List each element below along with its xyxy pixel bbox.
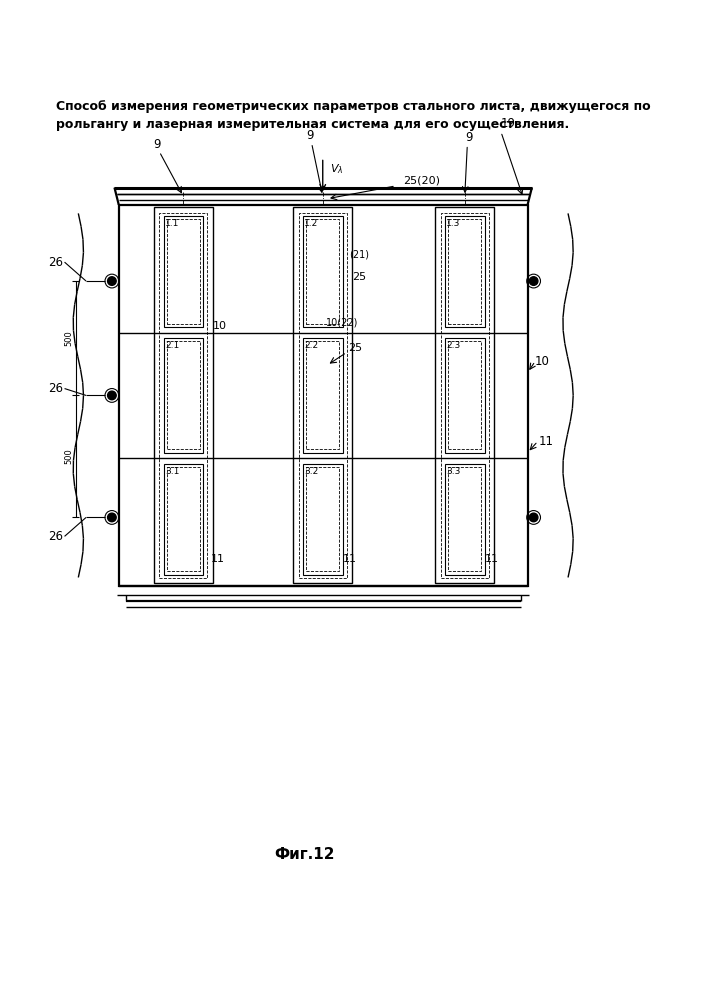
Bar — [306, 341, 339, 449]
Text: 10: 10 — [534, 355, 549, 368]
Bar — [163, 338, 203, 453]
Circle shape — [530, 277, 538, 285]
Bar — [303, 338, 342, 453]
Bar — [119, 205, 527, 586]
Bar — [303, 216, 342, 327]
Bar — [306, 219, 339, 324]
Text: (21): (21) — [349, 249, 369, 259]
Text: 11: 11 — [485, 554, 499, 564]
Text: 9: 9 — [153, 138, 161, 151]
Circle shape — [107, 391, 116, 400]
Bar — [448, 341, 481, 449]
Text: $V_{\lambda}$: $V_{\lambda}$ — [330, 162, 343, 176]
Text: 3.1: 3.1 — [165, 467, 180, 476]
Bar — [436, 207, 494, 583]
Text: 1.1: 1.1 — [165, 219, 180, 228]
Text: 11: 11 — [539, 435, 554, 448]
Text: 10(22): 10(22) — [325, 317, 358, 327]
Text: Способ измерения геометрических параметров стального листа, движущегося по
рольг: Способ измерения геометрических параметр… — [56, 100, 650, 131]
Text: 9: 9 — [465, 131, 473, 144]
Bar — [448, 467, 481, 571]
Text: 2.1: 2.1 — [165, 341, 180, 350]
Bar — [293, 207, 352, 583]
Text: 11: 11 — [344, 554, 357, 564]
Bar — [445, 338, 484, 453]
Bar — [167, 219, 199, 324]
Text: 2.3: 2.3 — [446, 341, 461, 350]
Bar — [163, 464, 203, 575]
Text: 19: 19 — [501, 117, 515, 130]
Bar — [440, 213, 489, 578]
Text: 500: 500 — [64, 330, 74, 346]
Text: 26: 26 — [49, 530, 64, 543]
Text: 11: 11 — [211, 554, 225, 564]
Bar — [445, 464, 484, 575]
Text: 9: 9 — [306, 129, 314, 142]
Bar — [298, 213, 347, 578]
Text: 25(20): 25(20) — [403, 176, 440, 186]
Bar — [163, 216, 203, 327]
Text: 25: 25 — [349, 343, 363, 353]
Bar — [306, 467, 339, 571]
Text: 10: 10 — [213, 321, 226, 331]
Bar — [445, 216, 484, 327]
Circle shape — [107, 277, 116, 285]
Bar — [167, 467, 199, 571]
Bar — [154, 207, 213, 583]
Bar — [448, 219, 481, 324]
Bar — [167, 341, 199, 449]
Text: Фиг.12: Фиг.12 — [274, 847, 335, 862]
Text: 2.2: 2.2 — [305, 341, 319, 350]
Text: 1.3: 1.3 — [446, 219, 461, 228]
Text: 26: 26 — [49, 256, 64, 269]
Bar — [159, 213, 207, 578]
Text: 25: 25 — [352, 272, 366, 282]
Text: 26: 26 — [49, 382, 64, 395]
Text: 3.3: 3.3 — [446, 467, 461, 476]
Circle shape — [107, 513, 116, 522]
Circle shape — [530, 513, 538, 522]
Text: 500: 500 — [64, 449, 74, 464]
Text: 1.2: 1.2 — [305, 219, 319, 228]
Bar — [303, 464, 342, 575]
Text: 3.2: 3.2 — [305, 467, 319, 476]
